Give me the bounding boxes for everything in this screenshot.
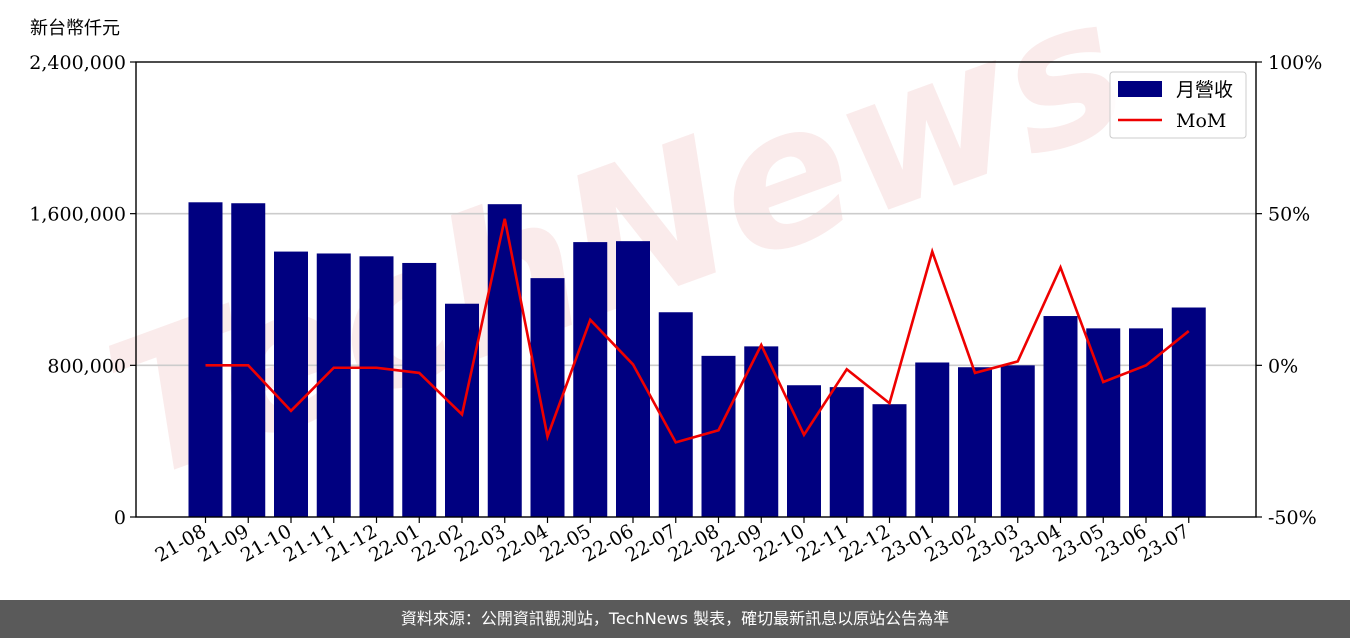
revenue-bar — [1043, 316, 1078, 517]
revenue-bar — [1000, 365, 1035, 517]
revenue-chart: TechNews 0800,0001,600,0002,400,000-50%0… — [29, 0, 1322, 567]
y-right-tick-label: 100% — [1268, 52, 1322, 74]
revenue-bar — [316, 253, 351, 517]
revenue-bar — [872, 404, 907, 517]
revenue-bar — [658, 312, 693, 517]
revenue-bar — [573, 242, 608, 517]
revenue-bar — [915, 362, 950, 517]
revenue-bar — [402, 262, 437, 517]
y-right-tick-label: -50% — [1268, 507, 1317, 529]
legend: 月營收 MoM — [1109, 71, 1247, 139]
y-right-tick-label: 50% — [1268, 204, 1310, 226]
y-left-tick-label: 2,400,000 — [29, 52, 126, 74]
mom-line-series — [205, 218, 1190, 444]
y-left-tick-label: 1,600,000 — [29, 204, 126, 226]
legend-label-mom: MoM — [1176, 110, 1226, 132]
revenue-bar — [274, 251, 308, 518]
revenue-bar — [616, 241, 650, 517]
x-tick-label: 23-07 — [1135, 520, 1193, 566]
revenue-bar — [1171, 307, 1206, 517]
y-left-tick-label: 0 — [114, 507, 126, 529]
revenue-bar — [231, 203, 266, 518]
revenue-bar — [744, 346, 779, 517]
plot-frame — [135, 61, 1257, 518]
revenue-bar — [1129, 328, 1163, 517]
source-text: 資料來源：公開資訊觀測站，TechNews 製表，確切最新訊息以原站公告為準 — [400, 609, 950, 628]
revenue-bar — [487, 204, 522, 517]
revenue-bar — [188, 202, 223, 517]
revenue-bar — [1086, 328, 1121, 517]
revenue-bar — [530, 278, 565, 517]
y-left-tick-label: 800,000 — [47, 355, 126, 377]
revenue-bar — [829, 387, 864, 517]
legend-swatch-revenue — [1118, 81, 1162, 97]
revenue-bar — [701, 355, 736, 517]
legend-label-revenue: 月營收 — [1176, 79, 1233, 101]
revenue-bars — [188, 202, 1206, 518]
mom-line — [205, 218, 1190, 444]
revenue-bar — [787, 385, 821, 517]
revenue-bar — [359, 256, 394, 517]
y-right-tick-label: 0% — [1268, 355, 1298, 377]
unit-label: 新台幣仟元 — [30, 18, 120, 39]
source-footer: 資料來源：公開資訊觀測站，TechNews 製表，確切最新訊息以原站公告為準 — [0, 600, 1350, 638]
revenue-bar — [958, 367, 992, 517]
